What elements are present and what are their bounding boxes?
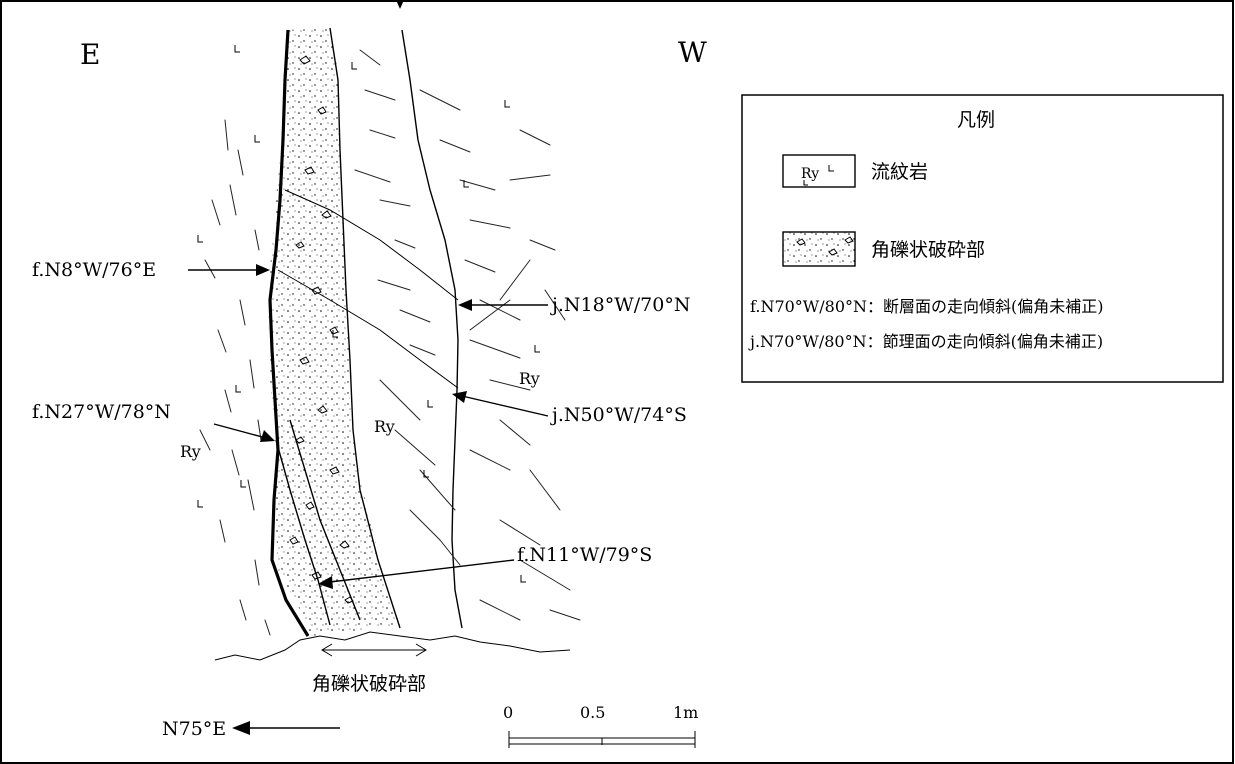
ry-label-center: Ry: [374, 417, 395, 436]
scale-tick-1m: 1m: [673, 703, 698, 722]
western-joint-line: [401, 29, 463, 629]
orientation-label: N75°E: [162, 718, 226, 740]
orientation-arrow: [232, 721, 340, 735]
ground-line: [214, 631, 571, 661]
fault-line-inner: [289, 419, 361, 621]
legend-swatch-breccia: [782, 231, 856, 267]
scale-tick-half: 0.5: [580, 703, 605, 722]
west-label: W: [678, 36, 707, 69]
legend-label-breccia: 角礫状破砕部: [871, 239, 985, 261]
joint-label-n50w: j.N50°W/74°S: [550, 404, 687, 426]
rock-hatching: [199, 49, 581, 636]
breccia-zone: [268, 28, 400, 636]
oblique-joint-1: [284, 189, 459, 301]
ry-label-west: Ry: [519, 369, 540, 388]
oblique-joint-2: [277, 269, 459, 389]
legend-swatch-rhyolite: [782, 154, 856, 188]
scale-bar: [508, 731, 696, 748]
annotation-arrows: [188, 264, 549, 589]
east-label: E: [80, 38, 100, 71]
top-marker: [396, 0, 404, 9]
fault-line-n11w: [275, 439, 331, 626]
breccia-width-arrow: [321, 643, 427, 657]
joint-label-n18w: j.N18°W/70°N: [550, 294, 690, 316]
breccia-caption: 角礫状破砕部: [312, 673, 426, 695]
fault-label-n8w: f.N8°W/76°E: [32, 259, 156, 281]
scale-tick-0: 0: [503, 703, 513, 722]
breccia-boundary-line: [329, 27, 401, 629]
legend: 凡例 Ry 流紋岩 角礫状破砕部 f.N70°W/80°N：断層面の走向傾斜(偏…: [741, 94, 1224, 383]
legend-label-rhyolite: 流紋岩: [871, 161, 928, 183]
legend-swatch-rhyolite-text: Ry: [801, 166, 819, 182]
breccia-clasts: [289, 55, 354, 604]
legend-note-joint: j.N70°W/80°N：節理面の走向傾斜(偏角未補正): [748, 332, 1103, 351]
main-fault-line: [268, 29, 310, 637]
fault-label-n11w: f.N11°W/79°S: [517, 544, 652, 566]
fault-label-n27w: f.N27°W/78°N: [32, 401, 171, 423]
legend-note-fault: f.N70°W/80°N：断層面の走向傾斜(偏角未補正): [750, 297, 1103, 316]
rhyolite-symbols: [197, 45, 540, 583]
legend-title: 凡例: [957, 109, 995, 131]
ry-label-east: Ry: [180, 442, 201, 461]
